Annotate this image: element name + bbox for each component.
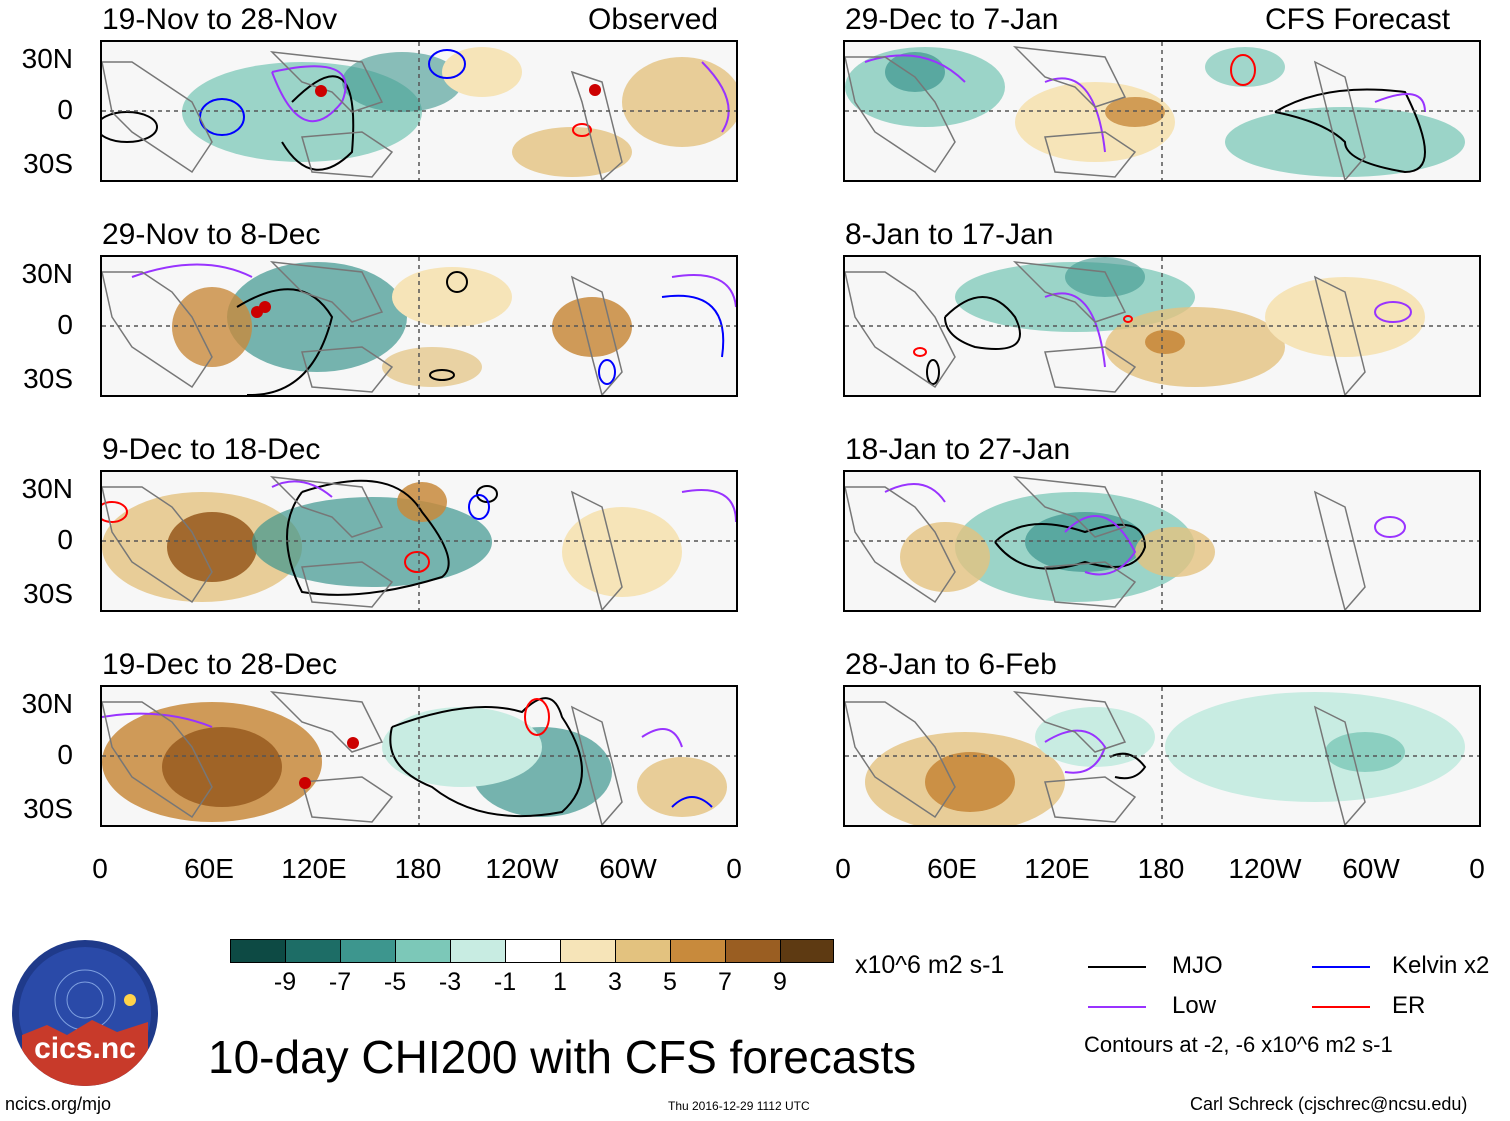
colorbar-units: x10^6 m2 s-1 xyxy=(855,951,1005,979)
legend-line-kelvin xyxy=(1312,966,1370,968)
map-panel-fcst-2 xyxy=(843,255,1481,397)
panel-title-obs-1: 19-Nov to 28-Nov xyxy=(102,3,338,36)
colorbar-label: -7 xyxy=(328,968,352,996)
lon-label-120w: 120W xyxy=(1228,853,1302,884)
colorbar-cell-2 xyxy=(285,939,341,963)
lat-label-30s: 30S xyxy=(23,578,73,609)
colorbar-label: -3 xyxy=(438,968,462,996)
colorbar-cell-8 xyxy=(615,939,671,963)
colorbar-cell-9 xyxy=(670,939,726,963)
lon-label-0-end: 0 xyxy=(1469,853,1485,884)
map-panel-obs-4 xyxy=(100,685,738,827)
map-panel-fcst-1 xyxy=(843,40,1481,182)
footer-author: Carl Schreck (cjschrec@ncsu.edu) xyxy=(1190,1094,1468,1114)
colorbar-cell-10 xyxy=(725,939,781,963)
map-panel-obs-1 xyxy=(100,40,738,182)
map-panel-fcst-4 xyxy=(843,685,1481,827)
map-panel-fcst-3 xyxy=(843,470,1481,612)
lat-label-eq: 0 xyxy=(57,524,73,555)
colorbar-cell-4 xyxy=(395,939,451,963)
colorbar-label: 5 xyxy=(663,968,677,996)
lon-label-120e: 120E xyxy=(281,853,347,884)
lon-label-60w: 60W xyxy=(599,853,657,884)
colorbar-cell-6 xyxy=(505,939,561,963)
panel-title-obs-3: 9-Dec to 18-Dec xyxy=(102,433,321,466)
colorbar-label: -1 xyxy=(493,968,517,996)
lon-label-60w: 60W xyxy=(1342,853,1400,884)
lat-label-30n: 30N xyxy=(21,258,73,289)
lon-label-0: 0 xyxy=(92,853,108,884)
colorbar-label: -5 xyxy=(383,968,407,996)
lon-label-60e: 60E xyxy=(927,853,977,884)
lon-label-120e: 120E xyxy=(1024,853,1090,884)
colorbar-label: 1 xyxy=(553,968,567,996)
lat-label-30n: 30N xyxy=(21,43,73,74)
lat-label-eq: 0 xyxy=(57,309,73,340)
lon-label-0-end: 0 xyxy=(726,853,742,884)
panel-label-cfs-forecast: CFS Forecast xyxy=(1265,3,1451,36)
lat-label-30s: 30S xyxy=(23,148,73,179)
lat-label-30n: 30N xyxy=(21,688,73,719)
colorbar-label: -9 xyxy=(273,968,297,996)
legend-line-er xyxy=(1312,1006,1370,1008)
legend-label-er: ER xyxy=(1392,992,1426,1019)
legend-label-kelvin: Kelvin x2 xyxy=(1392,952,1490,979)
colorbar-label: 7 xyxy=(718,968,732,996)
lon-label-180: 180 xyxy=(394,853,442,884)
lat-label-30n: 30N xyxy=(21,473,73,504)
colorbar-cell-5 xyxy=(450,939,506,963)
legend-label-mjo: MJO xyxy=(1172,952,1223,979)
main-title: 10-day CHI200 with CFS forecasts xyxy=(208,1031,917,1083)
lon-label-120w: 120W xyxy=(485,853,559,884)
colorbar-label: 9 xyxy=(773,968,787,996)
panel-title-obs-4: 19-Dec to 28-Dec xyxy=(102,648,338,681)
legend-line-mjo xyxy=(1088,966,1146,968)
footer-timestamp: Thu 2016-12-29 1112 UTC xyxy=(668,1099,810,1113)
colorbar-cell-3 xyxy=(340,939,396,963)
legend-label-low: Low xyxy=(1172,992,1217,1019)
lon-label-60e: 60E xyxy=(184,853,234,884)
lon-label-0: 0 xyxy=(835,853,851,884)
panel-title-obs-2: 29-Nov to 8-Dec xyxy=(102,218,321,251)
logo-graphic xyxy=(19,947,151,1086)
panel-title-fcst-1: 29-Dec to 7-Jan xyxy=(845,3,1059,36)
panel-label-observed: Observed xyxy=(588,3,719,36)
lat-label-30s: 30S xyxy=(23,793,73,824)
panel-title-fcst-4: 28-Jan to 6-Feb xyxy=(845,648,1057,681)
lat-label-30s: 30S xyxy=(23,363,73,394)
map-panel-obs-3 xyxy=(100,470,738,612)
panel-title-fcst-2: 8-Jan to 17-Jan xyxy=(845,218,1054,251)
panel-title-fcst-3: 18-Jan to 27-Jan xyxy=(845,433,1071,466)
colorbar xyxy=(230,939,834,963)
map-panel-obs-2 xyxy=(100,255,738,397)
cics-logo: cics.nc xyxy=(12,940,158,1086)
contours-note: Contours at -2, -6 x10^6 m2 s-1 xyxy=(1084,1032,1393,1057)
legend-line-low xyxy=(1088,1006,1146,1008)
footer-url: ncics.org/mjo xyxy=(5,1094,112,1114)
logo-text: cics.nc xyxy=(34,1032,136,1065)
colorbar-cell-11 xyxy=(780,939,834,963)
lon-label-180: 180 xyxy=(1137,853,1185,884)
colorbar-cell-1 xyxy=(230,939,286,963)
colorbar-label: 3 xyxy=(608,968,622,996)
colorbar-cell-7 xyxy=(560,939,616,963)
lat-label-eq: 0 xyxy=(57,94,73,125)
lat-label-eq: 0 xyxy=(57,739,73,770)
